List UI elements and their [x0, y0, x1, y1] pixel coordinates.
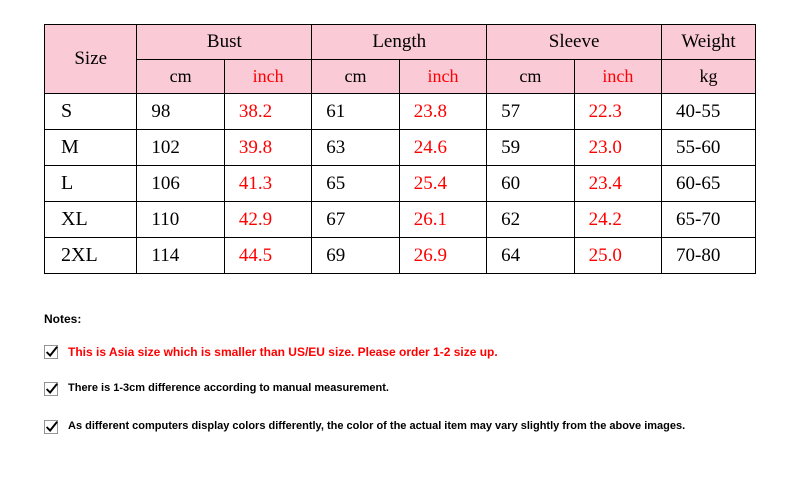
length-cm-cell: 61 — [312, 94, 399, 130]
unit-cm: cm — [137, 60, 224, 94]
note-text: This is Asia size which is smaller than … — [68, 344, 498, 361]
table-row: L10641.36525.46023.460-65 — [45, 166, 756, 202]
unit-inch: inch — [399, 60, 486, 94]
size-cell: L — [45, 166, 137, 202]
col-length: Length — [312, 25, 487, 60]
table-row: 2XL11444.56926.96425.070-80 — [45, 238, 756, 274]
weight-cell: 70-80 — [662, 238, 756, 274]
size-cell: XL — [45, 202, 137, 238]
note-item: There is 1-3cm difference according to m… — [44, 381, 756, 400]
length-inch-cell: 26.9 — [399, 238, 486, 274]
sleeve-inch-cell: 24.2 — [574, 202, 661, 238]
unit-inch: inch — [224, 60, 311, 94]
length-inch-cell: 23.8 — [399, 94, 486, 130]
sleeve-inch-cell: 25.0 — [574, 238, 661, 274]
unit-inch: inch — [574, 60, 661, 94]
note-text: There is 1-3cm difference according to m… — [68, 381, 389, 396]
length-cm-cell: 69 — [312, 238, 399, 274]
length-cm-cell: 65 — [312, 166, 399, 202]
note-text: As different computers display colors di… — [68, 419, 685, 434]
bust-inch-cell: 38.2 — [224, 94, 311, 130]
bust-inch-cell: 42.9 — [224, 202, 311, 238]
weight-cell: 55-60 — [662, 130, 756, 166]
sleeve-inch-cell: 23.4 — [574, 166, 661, 202]
col-weight: Weight — [662, 25, 756, 60]
sleeve-inch-cell: 22.3 — [574, 94, 661, 130]
bust-cm-cell: 102 — [137, 130, 224, 166]
sleeve-cm-cell: 60 — [487, 166, 574, 202]
col-bust: Bust — [137, 25, 312, 60]
table-row: XL11042.96726.16224.265-70 — [45, 202, 756, 238]
length-cm-cell: 67 — [312, 202, 399, 238]
length-inch-cell: 26.1 — [399, 202, 486, 238]
weight-cell: 60-65 — [662, 166, 756, 202]
col-sleeve: Sleeve — [487, 25, 662, 60]
size-cell: M — [45, 130, 137, 166]
table-row: S9838.26123.85722.340-55 — [45, 94, 756, 130]
notes-title: Notes: — [44, 312, 756, 326]
bust-cm-cell: 106 — [137, 166, 224, 202]
length-inch-cell: 25.4 — [399, 166, 486, 202]
col-size: Size — [45, 25, 137, 94]
check-icon — [44, 419, 68, 438]
note-item: This is Asia size which is smaller than … — [44, 344, 756, 363]
unit-kg: kg — [662, 60, 756, 94]
size-cell: 2XL — [45, 238, 137, 274]
length-cm-cell: 63 — [312, 130, 399, 166]
sleeve-cm-cell: 59 — [487, 130, 574, 166]
sleeve-cm-cell: 62 — [487, 202, 574, 238]
unit-cm: cm — [487, 60, 574, 94]
bust-cm-cell: 110 — [137, 202, 224, 238]
bust-cm-cell: 114 — [137, 238, 224, 274]
sleeve-inch-cell: 23.0 — [574, 130, 661, 166]
bust-cm-cell: 98 — [137, 94, 224, 130]
note-item: As different computers display colors di… — [44, 419, 756, 438]
sleeve-cm-cell: 57 — [487, 94, 574, 130]
weight-cell: 40-55 — [662, 94, 756, 130]
bust-inch-cell: 41.3 — [224, 166, 311, 202]
sleeve-cm-cell: 64 — [487, 238, 574, 274]
bust-inch-cell: 39.8 — [224, 130, 311, 166]
weight-cell: 65-70 — [662, 202, 756, 238]
unit-cm: cm — [312, 60, 399, 94]
table-row: M10239.86324.65923.055-60 — [45, 130, 756, 166]
length-inch-cell: 24.6 — [399, 130, 486, 166]
check-icon — [44, 381, 68, 400]
bust-inch-cell: 44.5 — [224, 238, 311, 274]
size-chart-table: Size Bust Length Sleeve Weight cm inch c… — [44, 24, 756, 274]
size-cell: S — [45, 94, 137, 130]
check-icon — [44, 344, 68, 363]
